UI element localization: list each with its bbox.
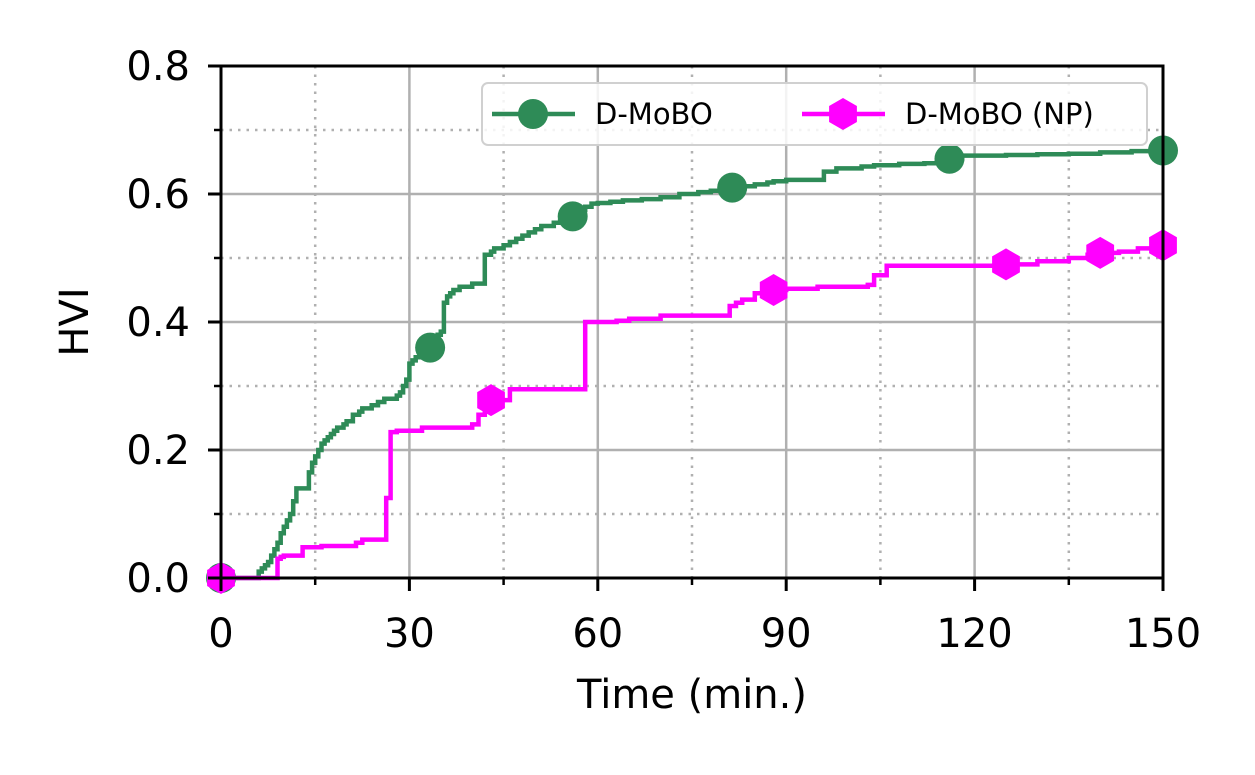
legend-label-0: D-MoBO <box>595 97 713 131</box>
x-tick-label: 90 <box>761 611 812 657</box>
x-axis-label: Time (min.) <box>576 672 807 718</box>
legend-marker-1 <box>829 98 857 130</box>
y-tick-label: 0.2 <box>126 428 190 474</box>
y-tick-label: 0.4 <box>126 300 190 346</box>
x-tick-label: 150 <box>1125 611 1201 657</box>
series-marker-0 <box>415 332 446 363</box>
y-tick-label: 0.0 <box>126 556 190 602</box>
x-tick-label: 60 <box>572 611 623 657</box>
axis-ticks: 0 30 60 90 120 150 0.0 0.2 0.4 0.6 0.8 <box>126 44 1201 657</box>
legend: D-MoBO D-MoBO (NP) <box>481 82 1148 146</box>
series-layer <box>206 135 1178 594</box>
series-marker-1 <box>477 384 505 417</box>
series-marker-0 <box>934 143 965 174</box>
series-marker-1 <box>992 248 1020 281</box>
series-marker-0 <box>717 172 748 203</box>
y-tick-label: 0.8 <box>126 44 190 90</box>
x-tick-label: 30 <box>384 611 435 657</box>
y-axis-label: HVI <box>52 287 98 356</box>
y-tick-label: 0.6 <box>126 172 190 218</box>
series-marker-0 <box>557 201 588 232</box>
series-line-0 <box>221 148 1166 581</box>
legend-marker-0 <box>518 99 548 129</box>
x-tick-label: 0 <box>208 611 233 657</box>
series-marker-1 <box>1086 236 1115 269</box>
series-marker-1 <box>759 274 788 306</box>
legend-label-1: D-MoBO (NP) <box>905 97 1094 131</box>
x-tick-label: 120 <box>936 611 1012 657</box>
